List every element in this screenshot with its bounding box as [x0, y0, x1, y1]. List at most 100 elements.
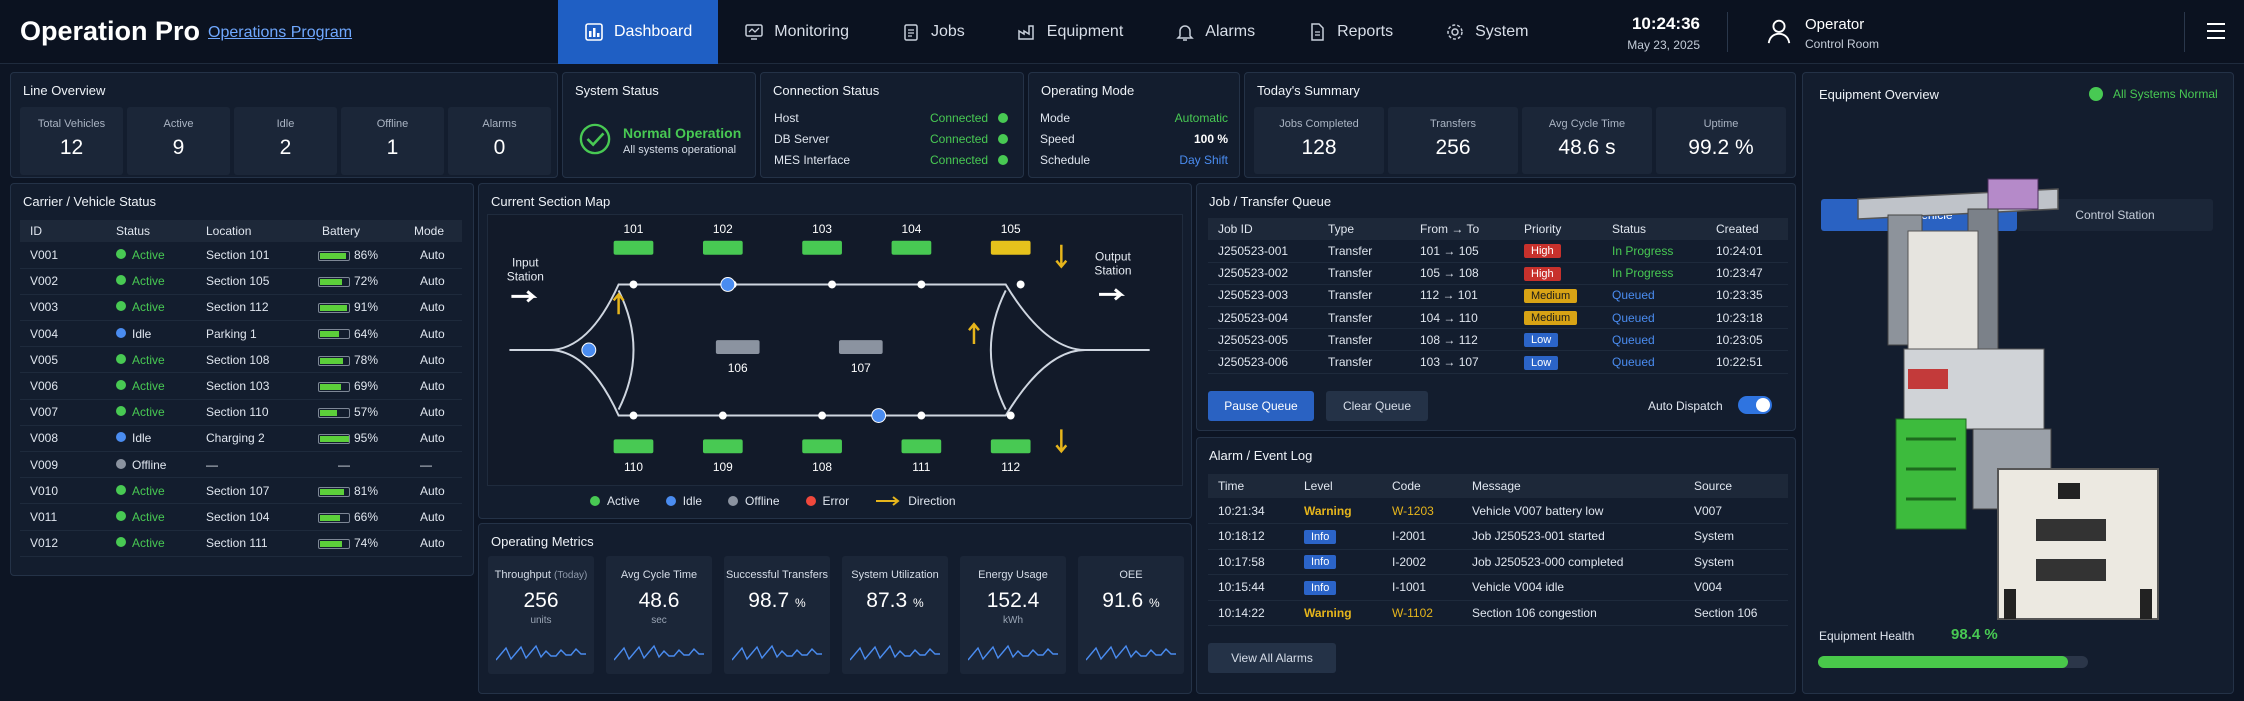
- auto-dispatch-toggle[interactable]: [1738, 396, 1772, 414]
- nav-monitoring[interactable]: Monitoring: [718, 0, 875, 64]
- section-map: 101 102 103 104 105 110 109 108 111 112 Input St…: [487, 214, 1183, 486]
- section-block[interactable]: [901, 439, 942, 454]
- table-row[interactable]: 10:14:22 Warning W-1102 Section 106 cong…: [1208, 600, 1788, 626]
- column-header[interactable]: Status: [1602, 218, 1706, 240]
- table-row[interactable]: V010 Active Section 107 81% Auto: [20, 477, 462, 505]
- job-route: 112 → 101: [1410, 284, 1514, 308]
- vehicle-mode: Auto: [390, 268, 462, 295]
- panel-title: Operating Mode: [1041, 83, 1135, 98]
- status-text: Active: [132, 379, 165, 394]
- nav-alarms[interactable]: Alarms: [1149, 0, 1281, 64]
- column-header[interactable]: Job ID: [1208, 218, 1318, 240]
- table-row[interactable]: J250523-005 Transfer 108 → 112 Low Queue…: [1208, 328, 1788, 352]
- nav-system[interactable]: System: [1419, 0, 1554, 64]
- column-header[interactable]: Source: [1684, 474, 1788, 498]
- section-block[interactable]: [702, 240, 743, 255]
- section-block[interactable]: [802, 240, 842, 255]
- job-type: Transfer: [1318, 328, 1410, 352]
- table-row[interactable]: V001 Active Section 101 86% Auto: [20, 242, 462, 269]
- column-header[interactable]: Code: [1382, 474, 1462, 498]
- section-block[interactable]: [613, 240, 654, 255]
- alarm-level: Info: [1294, 523, 1382, 550]
- column-header[interactable]: From → To: [1410, 218, 1514, 240]
- table-row[interactable]: 10:15:44 Info I-1001 Vehicle V004 idle V…: [1208, 574, 1788, 601]
- table-row[interactable]: V012 Active Section 111 74% Auto: [20, 530, 462, 557]
- column-header[interactable]: Status: [96, 220, 186, 242]
- table-row[interactable]: J250523-003 Transfer 112 → 101 Medium Qu…: [1208, 284, 1788, 308]
- column-header[interactable]: Type: [1318, 218, 1410, 240]
- column-header[interactable]: Priority: [1514, 218, 1602, 240]
- table-row[interactable]: V007 Active Section 110 57% Auto: [20, 399, 462, 426]
- vehicle-battery: 91%: [290, 294, 390, 322]
- tile-value: 99.2 %: [1688, 136, 1754, 159]
- table-row[interactable]: 10:21:34 Warning W-1203 Vehicle V007 bat…: [1208, 498, 1788, 524]
- vehicle-marker-idle[interactable]: [720, 277, 736, 292]
- section-block[interactable]: [613, 439, 654, 454]
- section-block-offline[interactable]: [838, 340, 883, 354]
- table-row[interactable]: 10:17:58 Info I-2002 Job J250523-000 com…: [1208, 549, 1788, 575]
- view-all-alarms-button[interactable]: View All Alarms: [1208, 643, 1336, 673]
- mode-value: Automatic: [1174, 111, 1228, 125]
- vehicle-marker-idle[interactable]: [581, 342, 597, 358]
- conn-value: Connected: [930, 111, 989, 125]
- battery-icon: [318, 355, 350, 366]
- table-row[interactable]: V002 Active Section 105 72% Auto: [20, 268, 462, 295]
- panel-title: Connection Status: [773, 83, 880, 98]
- column-header[interactable]: Created: [1706, 218, 1788, 240]
- metric-label-text: Successful Transfers: [725, 569, 829, 581]
- nav-monitoring-label: Monitoring: [774, 23, 849, 40]
- section-block[interactable]: [702, 439, 743, 454]
- table-row[interactable]: V003 Active Section 112 91% Auto: [20, 294, 462, 322]
- battery-value: 86%: [354, 247, 379, 262]
- vehicle-battery: 78%: [290, 346, 390, 374]
- column-header[interactable]: Message: [1462, 474, 1684, 498]
- status-dot-icon: [116, 301, 126, 312]
- table-row[interactable]: V005 Active Section 108 78% Auto: [20, 346, 462, 374]
- user-icon: [1767, 19, 1791, 44]
- table-row[interactable]: V004 Idle Parking 1 64% Auto: [20, 320, 462, 348]
- vehicle-mode: Auto: [390, 477, 462, 505]
- table-row[interactable]: J250523-001 Transfer 101 → 105 High In P…: [1208, 240, 1788, 263]
- table-row[interactable]: J250523-002 Transfer 105 → 108 High In P…: [1208, 262, 1788, 285]
- hamburger-menu-icon[interactable]: [2206, 22, 2226, 40]
- column-header[interactable]: Time: [1208, 474, 1294, 498]
- nav-dashboard[interactable]: Dashboard: [558, 0, 719, 64]
- nav-equipment[interactable]: Equipment: [991, 0, 1150, 64]
- table-row[interactable]: 10:18:12 Info I-2001 Job J250523-001 sta…: [1208, 523, 1788, 550]
- divider: [1727, 12, 1728, 52]
- section-block[interactable]: [802, 439, 842, 454]
- section-block[interactable]: [990, 439, 1031, 454]
- table-row[interactable]: V008 Idle Charging 2 95% Auto: [20, 425, 462, 453]
- metric-value: 152.4: [960, 589, 1066, 613]
- column-header[interactable]: Level: [1294, 474, 1382, 498]
- app-subtitle-link[interactable]: Operations Program: [208, 24, 353, 41]
- table-row[interactable]: V009 Offline — — —: [20, 451, 462, 479]
- section-block[interactable]: [891, 240, 932, 255]
- tile-alarms: Alarms 0: [448, 107, 551, 175]
- table-row[interactable]: J250523-004 Transfer 104 → 110 Medium Qu…: [1208, 306, 1788, 330]
- table-row[interactable]: J250523-006 Transfer 103 → 107 Low Queue…: [1208, 350, 1788, 374]
- metric-number: 48.6: [638, 589, 680, 612]
- clear-queue-button[interactable]: Clear Queue: [1326, 391, 1428, 421]
- pause-queue-button[interactable]: Pause Queue: [1208, 391, 1314, 421]
- job-route: 103 → 107: [1410, 350, 1514, 374]
- column-header[interactable]: Location: [186, 220, 290, 242]
- job-route: 101 → 105: [1410, 240, 1514, 263]
- section-block-offline[interactable]: [715, 340, 760, 354]
- section-block[interactable]: [990, 240, 1031, 255]
- alarm-source: System: [1684, 523, 1788, 550]
- column-header[interactable]: Battery: [290, 220, 390, 242]
- status-text: Active: [132, 483, 165, 498]
- alarm-source: Section 106: [1684, 600, 1788, 626]
- nav-reports[interactable]: Reports: [1281, 0, 1419, 64]
- table-row[interactable]: V006 Active Section 103 69% Auto: [20, 372, 462, 400]
- nav-jobs[interactable]: Jobs: [875, 0, 991, 64]
- table-row[interactable]: V011 Active Section 104 66% Auto: [20, 503, 462, 531]
- status-dot-icon: [116, 353, 126, 364]
- vehicle-marker-idle[interactable]: [871, 408, 887, 423]
- report-icon: [1311, 23, 1324, 41]
- column-header[interactable]: Mode: [390, 220, 462, 242]
- panel-title: Alarm / Event Log: [1209, 448, 1313, 463]
- tile-label: Avg Cycle Time: [1548, 118, 1626, 130]
- column-header[interactable]: ID: [20, 220, 96, 242]
